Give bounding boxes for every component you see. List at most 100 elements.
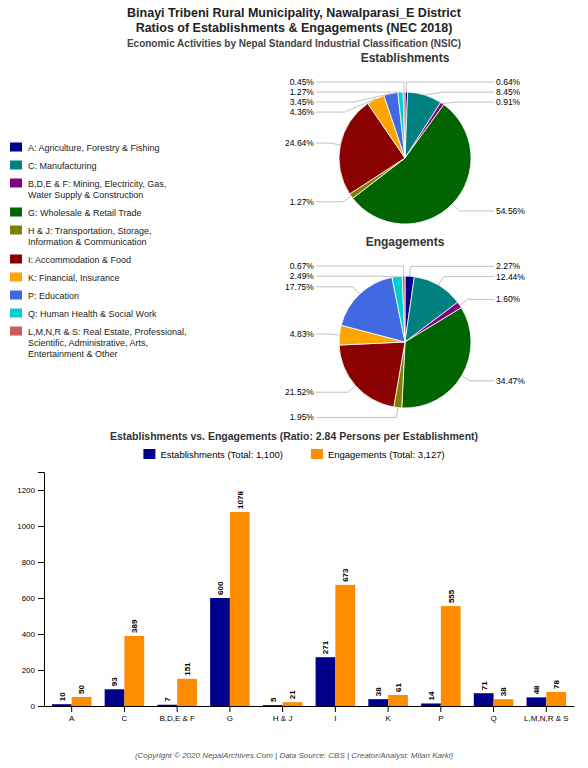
legend-entry: P: Education (28, 291, 79, 301)
legend-entry: L,M,N,R & S: Real Estate, Professional,S… (28, 327, 187, 359)
legend: Establishments (Total: 1,100)Engagements… (143, 449, 444, 460)
leader-line (462, 376, 494, 381)
data-label: 8.45% (496, 87, 521, 97)
legend-swatch (10, 179, 22, 188)
leader-line (425, 92, 494, 95)
legend-swatch (10, 143, 22, 152)
tick-label: A (69, 714, 75, 723)
data-label: 1.27% (290, 87, 315, 97)
subtitle: Economic Activities by Nepal Standard In… (127, 38, 461, 49)
data-label: 12.44% (496, 272, 525, 282)
legend-entry: H & J: Transportation, Storage,Informati… (28, 226, 152, 247)
tick-label: 400 (22, 630, 36, 639)
leader-line (316, 99, 376, 112)
leader-line (410, 266, 494, 276)
tick-label: Q (490, 714, 496, 723)
data-label: 21.52% (285, 387, 314, 397)
data-label: 0.45% (290, 77, 315, 87)
data-label: 38 (374, 687, 383, 696)
pie-slice (402, 308, 471, 408)
pie-slice (402, 276, 405, 342)
leader-line (316, 408, 398, 418)
pie-title: Engagements (366, 235, 445, 249)
y-axis: 020040060080010001200 (17, 473, 44, 712)
leader-line (316, 334, 339, 335)
title: Binayi Tribeni Rural Municipality, Nawal… (127, 6, 462, 20)
legend-entry: A: Agriculture, Forestry & Fishing (28, 143, 160, 153)
leader-line (439, 277, 495, 286)
data-label: 1.27% (290, 197, 315, 207)
data-label: 61 (394, 683, 403, 692)
bar (124, 636, 144, 706)
legend-swatch (10, 309, 22, 318)
data-label: 24.64% (285, 138, 314, 148)
bar (72, 697, 92, 706)
legend-item: Establishments (Total: 1,100) (143, 449, 283, 460)
footer: (Copyright © 2020 NepalArchives.Com | Da… (135, 751, 454, 760)
pie-slice (339, 342, 405, 407)
tick-mark (38, 526, 44, 527)
bar (441, 606, 461, 706)
legend-entry: K: Financial, Insurance (28, 273, 120, 283)
leader-line (316, 82, 404, 92)
data-label: 21 (288, 690, 297, 699)
tick: I (334, 706, 336, 723)
bar (210, 598, 230, 706)
leader-line (406, 82, 494, 92)
bar (421, 703, 441, 706)
bar (157, 705, 177, 706)
tick: 1200 (17, 486, 44, 495)
tick-label: I (334, 714, 336, 723)
legend-swatch (311, 449, 323, 459)
tick-mark (38, 562, 44, 563)
data-label: 17.75% (285, 282, 314, 292)
bar (388, 695, 408, 706)
leader-line (316, 94, 391, 103)
data-label: 151 (183, 662, 192, 676)
tick-label: B,D,E & F (159, 714, 195, 723)
tick-mark (546, 706, 547, 712)
legend-entry: Establishments (Total: 1,100) (160, 449, 283, 460)
tick-mark (38, 598, 44, 599)
legend-swatch (10, 208, 22, 217)
leader-line (316, 92, 401, 93)
data-label: 271 (321, 640, 330, 654)
data-label: 1.60% (496, 294, 521, 304)
legend: A: Agriculture, Forestry & FishingC: Man… (10, 143, 187, 359)
data-label: 3.45% (290, 97, 315, 107)
bar (316, 657, 336, 706)
data-label: 7 (163, 697, 172, 702)
bar-title: Establishments vs. Engagements (Ratio: 2… (110, 430, 478, 442)
tick: Q (490, 706, 496, 723)
pie: 0.64%8.45%0.91%54.56%1.27%24.64%4.36%3.4… (285, 77, 525, 224)
data-label: 673 (341, 568, 350, 582)
legend-swatch (10, 255, 22, 264)
legend-swatch (10, 226, 22, 235)
leader-line (316, 143, 340, 145)
tick-label: 800 (22, 558, 36, 567)
data-label: 54.56% (496, 206, 525, 216)
tick-mark (440, 706, 441, 712)
tick: H & J (273, 706, 293, 723)
pie: 2.27%12.44%1.60%34.47%1.95%21.52%4.83%17… (285, 261, 525, 422)
bar (263, 705, 283, 706)
tick-mark (388, 706, 389, 712)
data-label: 4.36% (290, 107, 315, 117)
tick: 800 (22, 558, 44, 567)
pie-slice (392, 276, 405, 342)
axis-line (38, 473, 45, 707)
data-label: 0.91% (496, 97, 521, 107)
tick-mark (493, 706, 494, 712)
tick: 0 (31, 702, 44, 711)
pie-slice (398, 92, 405, 158)
tick-label: 1000 (17, 522, 35, 531)
leader-line (442, 102, 494, 103)
bar (105, 689, 125, 706)
tick-mark (177, 706, 178, 712)
data-label: 2.27% (496, 261, 521, 271)
bar (546, 692, 566, 706)
title: Ratios of Establishments & Engagements (… (136, 21, 453, 35)
leader-line (316, 196, 351, 202)
bar (474, 693, 494, 706)
bars (52, 512, 566, 706)
